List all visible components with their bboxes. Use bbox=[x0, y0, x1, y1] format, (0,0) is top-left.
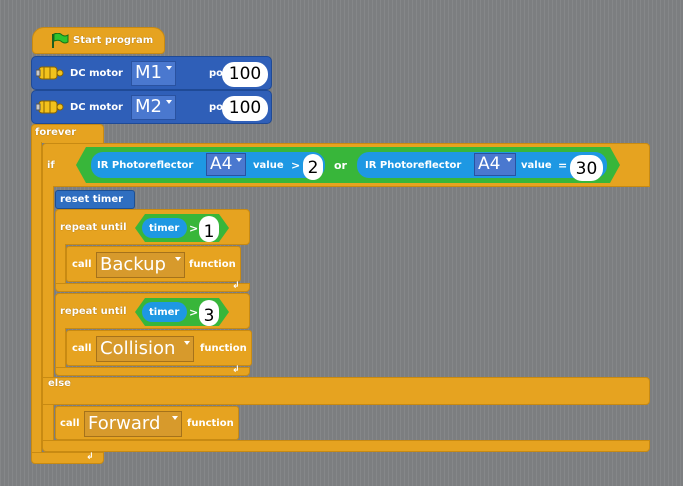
call-forward-block[interactable]: call Forward function bbox=[55, 406, 239, 440]
call-label: call bbox=[72, 343, 92, 354]
dc-motor-label: DC motor bbox=[70, 68, 123, 79]
sensor-port-dropdown[interactable]: A4 bbox=[474, 153, 516, 176]
compare-value-input[interactable]: 3 bbox=[199, 300, 219, 326]
forever-side-arm bbox=[31, 142, 42, 453]
call-label: call bbox=[60, 418, 80, 429]
call-label: call bbox=[72, 259, 92, 270]
compare-value-input[interactable]: 30 bbox=[570, 155, 603, 181]
timer-reporter[interactable] bbox=[142, 218, 187, 238]
forever-block[interactable] bbox=[31, 124, 104, 143]
dc-motor-block-m1[interactable]: DC motor M1 power 100 bbox=[31, 56, 272, 90]
repeat-until-label: repeat until bbox=[60, 222, 127, 233]
dc-motor-block-m2[interactable]: DC motor M2 power 100 bbox=[31, 90, 272, 124]
power-input[interactable]: 100 bbox=[222, 62, 268, 87]
reset-timer-block[interactable]: reset timer bbox=[55, 190, 135, 209]
motor-icon bbox=[36, 100, 64, 114]
repeat-side-arm-2 bbox=[55, 328, 66, 368]
or-operator: or bbox=[334, 159, 347, 172]
start-program-block[interactable]: Start program bbox=[32, 27, 165, 54]
greater-than-operator: > bbox=[291, 159, 301, 172]
repeat-side-arm-1 bbox=[55, 244, 66, 284]
forever-bottom-arm bbox=[31, 452, 104, 464]
sensor-label: IR Photoreflector bbox=[97, 160, 194, 171]
timer-reporter[interactable] bbox=[142, 302, 187, 322]
function-label: function bbox=[189, 259, 236, 270]
greater-than-operator: > bbox=[189, 222, 199, 235]
start-program-label: Start program bbox=[73, 35, 154, 46]
flag-icon bbox=[52, 33, 69, 48]
dc-motor-label: DC motor bbox=[70, 102, 123, 113]
call-collision-block[interactable]: call Collision function bbox=[66, 330, 252, 366]
compare-value-input[interactable]: 2 bbox=[303, 154, 323, 180]
sensor-label: IR Photoreflector bbox=[365, 160, 462, 171]
return-arrow-icon: ↲ bbox=[232, 281, 240, 291]
function-label: function bbox=[187, 418, 234, 429]
repeat-bottom-arm-2 bbox=[55, 367, 250, 376]
else-label: else bbox=[48, 378, 71, 389]
function-dropdown[interactable]: Collision bbox=[96, 336, 194, 362]
motor-port-dropdown[interactable]: M2 bbox=[131, 95, 176, 120]
compare-value-input[interactable]: 1 bbox=[199, 216, 219, 242]
function-dropdown[interactable]: Backup bbox=[96, 252, 185, 278]
return-arrow-icon: ↲ bbox=[86, 452, 94, 462]
call-backup-block[interactable]: call Backup function bbox=[66, 246, 241, 282]
power-input[interactable]: 100 bbox=[222, 96, 268, 121]
else-block bbox=[42, 377, 650, 405]
timer-label: timer bbox=[149, 307, 180, 318]
repeat-until-label: repeat until bbox=[60, 306, 127, 317]
if-bottom-arm bbox=[42, 440, 650, 452]
repeat-bottom-arm-1 bbox=[55, 283, 250, 292]
timer-label: timer bbox=[149, 223, 180, 234]
reset-timer-label: reset timer bbox=[60, 194, 124, 205]
sensor-value-label: value bbox=[253, 160, 284, 171]
forever-label: forever bbox=[35, 127, 77, 138]
greater-than-operator: > bbox=[189, 306, 199, 319]
function-dropdown[interactable]: Forward bbox=[84, 411, 182, 437]
if-label: if bbox=[47, 160, 55, 171]
function-label: function bbox=[200, 343, 247, 354]
equals-operator: = bbox=[558, 159, 568, 172]
sensor-port-dropdown[interactable]: A4 bbox=[206, 153, 246, 176]
return-arrow-icon: ↲ bbox=[232, 365, 240, 375]
sensor-value-label: value bbox=[521, 160, 552, 171]
motor-icon bbox=[36, 66, 64, 80]
motor-port-dropdown[interactable]: M1 bbox=[131, 61, 176, 86]
if-side-arm bbox=[42, 186, 54, 444]
